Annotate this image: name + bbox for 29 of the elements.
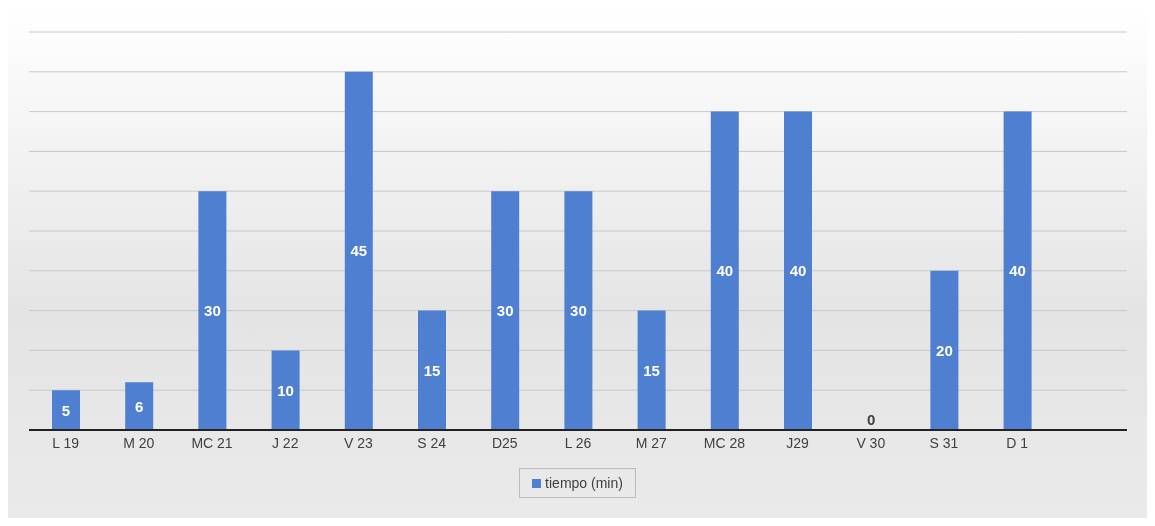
x-tick-label: M 20 xyxy=(123,434,155,451)
data-label: 6 xyxy=(135,397,144,415)
data-label: 40 xyxy=(789,262,807,280)
x-tick-label: J29 xyxy=(786,434,810,451)
x-tick-label: S 31 xyxy=(929,434,959,451)
x-tick-label: J 22 xyxy=(271,434,299,451)
data-label: 10 xyxy=(277,381,294,399)
data-label: 45 xyxy=(350,242,368,260)
x-tick-label: L 26 xyxy=(564,434,592,451)
legend-label: tiempo (min) xyxy=(544,475,623,491)
data-label: 40 xyxy=(716,262,734,280)
data-label: 30 xyxy=(496,302,514,320)
data-label: 40 xyxy=(1009,262,1026,280)
x-tick-label: M 27 xyxy=(635,434,667,451)
data-label: 30 xyxy=(204,302,221,320)
x-tick-label: D 1 xyxy=(1006,434,1029,451)
x-tick-label: V 30 xyxy=(856,434,886,451)
data-label: 5 xyxy=(61,401,71,419)
data-label: 15 xyxy=(423,361,441,379)
x-tick-label: L 19 xyxy=(52,434,80,451)
x-tick-label: S 24 xyxy=(417,434,447,451)
data-label: 20 xyxy=(936,341,953,359)
x-tick-label: V 23 xyxy=(343,434,374,451)
data-label: 0 xyxy=(867,410,876,428)
data-label: 15 xyxy=(643,361,660,379)
x-tick-label: MC 21 xyxy=(191,434,233,451)
data-label: 30 xyxy=(570,302,587,320)
x-tick-label: MC 28 xyxy=(703,434,746,451)
x-tick-label: D25 xyxy=(491,434,518,451)
